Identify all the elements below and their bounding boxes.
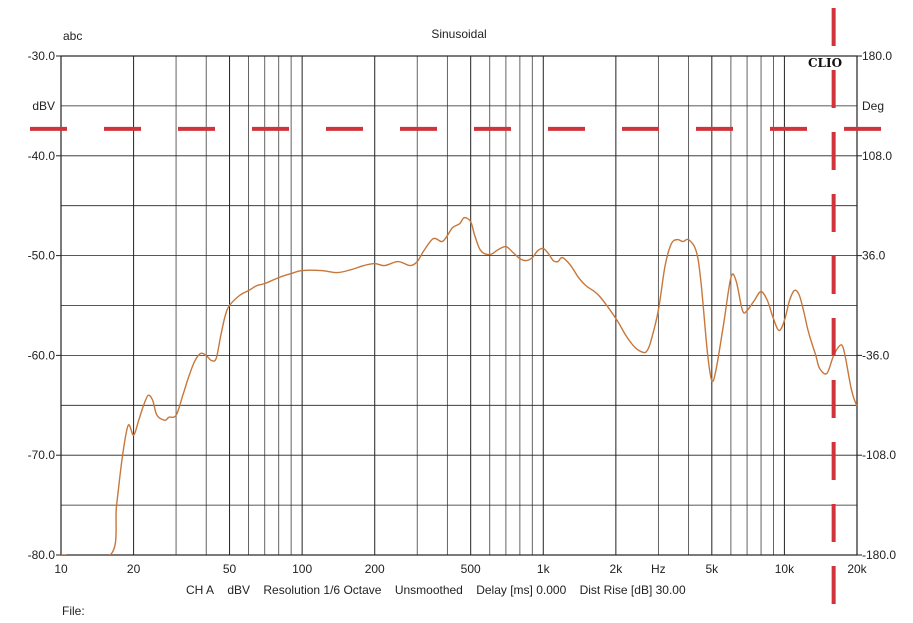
y2-axis-label: Deg	[862, 99, 884, 113]
y2-tick-label: -36.0	[862, 348, 890, 362]
x-axis-unit-label: Hz	[651, 562, 666, 576]
chart-title: Sinusoidal	[431, 27, 486, 41]
footer-status: CH A dBV Resolution 1/6 Octave Unsmoothe…	[186, 583, 696, 597]
y-axis-label: dBV	[32, 99, 55, 113]
x-tick-label: 10k	[775, 562, 795, 576]
y2-tick-label: 108.0	[862, 149, 892, 163]
series-line-response	[61, 216, 857, 555]
x-tick-label: 1k	[537, 562, 551, 576]
footer-resolution: Resolution 1/6 Octave	[263, 583, 382, 597]
x-tick-label: 100	[292, 562, 312, 576]
grid	[61, 56, 857, 555]
y-tick-label: -50.0	[28, 249, 56, 263]
y-tick-label: -30.0	[28, 49, 56, 63]
y-axis-left: -30.0 -40.0 -50.0 -60.0 -70.0 -80.0	[28, 49, 61, 562]
x-tick-label: 500	[461, 562, 481, 576]
x-tick-label: 50	[223, 562, 237, 576]
footer-unit: dBV	[227, 583, 251, 597]
y-axis-right: 180.0 108.0 36.0 -36.0 -108.0 -180.0	[857, 49, 896, 562]
x-axis: 10 20 50 100 200 500 1k 2k 5k 10k 20k	[54, 562, 867, 576]
y2-tick-label: -180.0	[862, 548, 896, 562]
y-tick-label: -80.0	[28, 548, 56, 562]
file-label: File:	[62, 604, 85, 618]
clio-brand-label: CLIO	[808, 56, 842, 70]
footer-dist-rise: Dist Rise [dB] 30.00	[579, 583, 686, 597]
corner-label: abc	[63, 29, 82, 43]
x-tick-label: 5k	[705, 562, 719, 576]
x-tick-label: 200	[365, 562, 385, 576]
footer-channel: CH A	[186, 583, 215, 597]
y-tick-label: -70.0	[28, 448, 56, 462]
plot-frame	[60, 55, 858, 556]
footer-delay: Delay [ms] 0.000	[476, 583, 567, 597]
y-tick-label: -40.0	[28, 149, 56, 163]
y-tick-label: -60.0	[28, 348, 56, 362]
x-tick-label: 20	[127, 562, 141, 576]
y2-tick-label: 180.0	[862, 49, 892, 63]
x-tick-label: 10	[54, 562, 68, 576]
x-tick-label: 20k	[847, 562, 867, 576]
footer-smoothing: Unsmoothed	[394, 583, 463, 597]
y2-tick-label: -108.0	[862, 448, 896, 462]
y2-tick-label: 36.0	[862, 249, 886, 263]
x-tick-label: 2k	[610, 562, 624, 576]
